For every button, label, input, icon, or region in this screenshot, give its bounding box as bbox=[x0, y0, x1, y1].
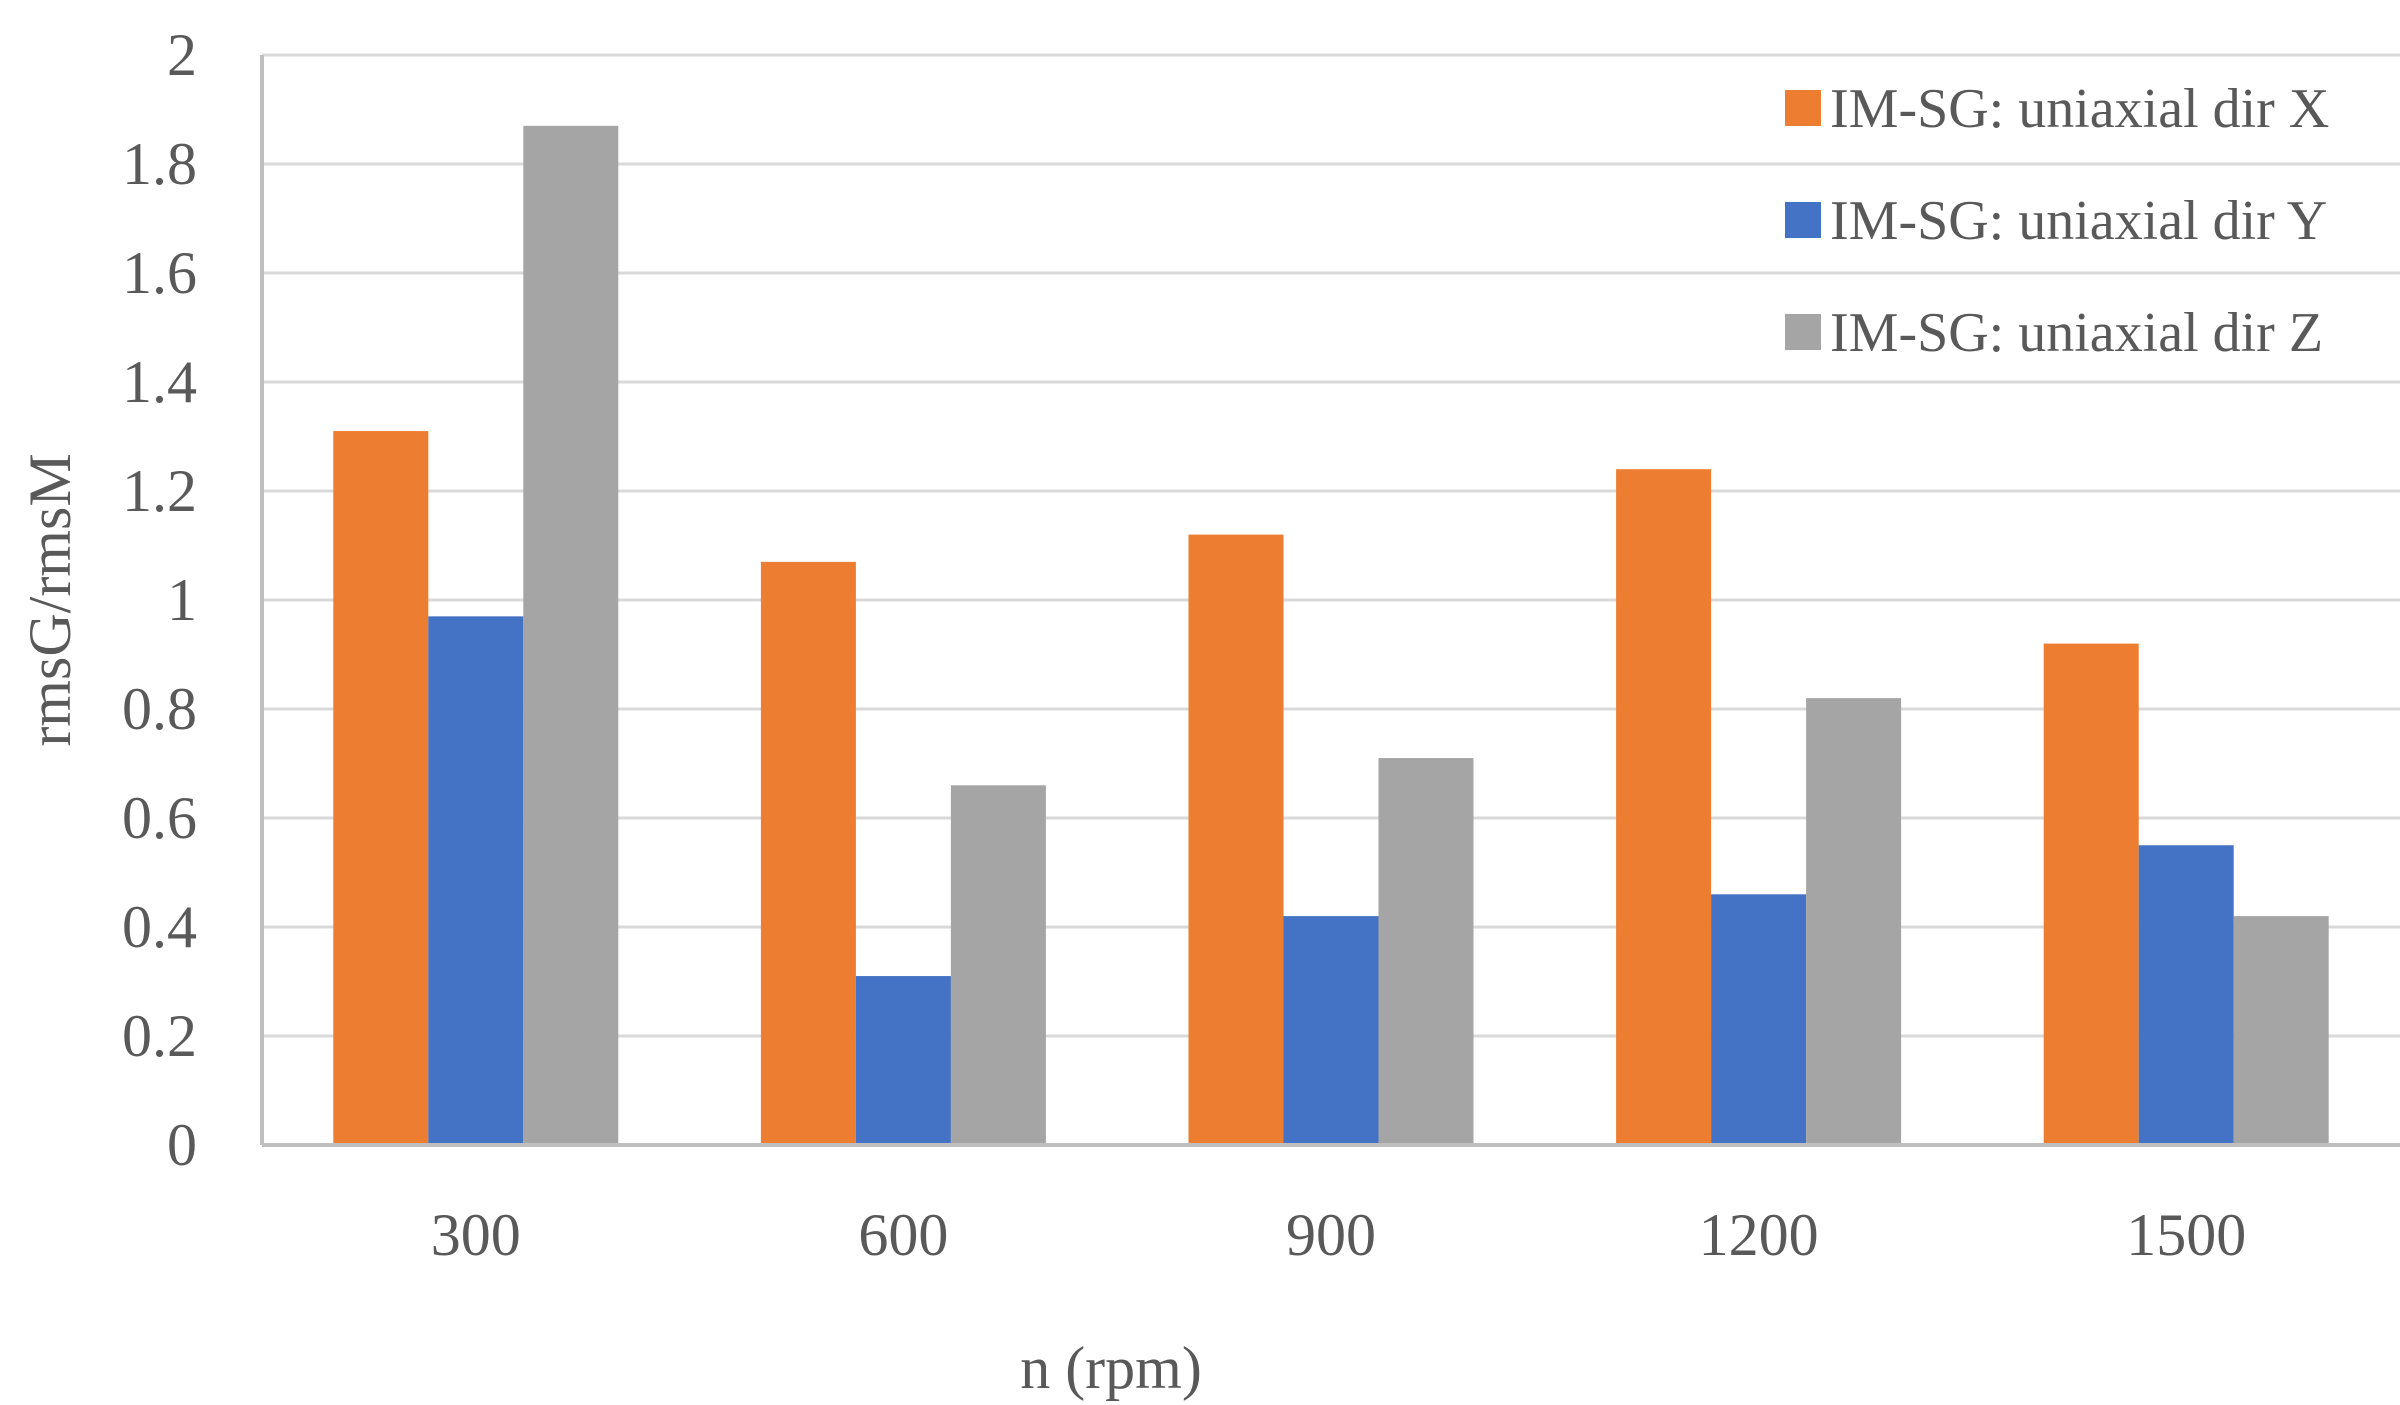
bars bbox=[333, 125, 2329, 1146]
bar-x-1200 bbox=[1616, 469, 1712, 1145]
legend-label: IM-SG: uniaxial dir X bbox=[1830, 78, 2329, 140]
x-tick-label: 300 bbox=[431, 1202, 521, 1268]
legend-label: IM-SG: uniaxial dir Y bbox=[1830, 190, 2327, 252]
bar-y-300 bbox=[428, 616, 524, 1145]
legend-swatch bbox=[1785, 202, 1821, 238]
x-tick-label: 1500 bbox=[2126, 1202, 2246, 1268]
legend: IM-SG: uniaxial dir X IM-SG: uniaxial dir… bbox=[1785, 78, 2329, 364]
legend-swatch bbox=[1785, 90, 1821, 126]
grid-lines bbox=[262, 53, 2400, 1038]
y-tick-label: 0.8 bbox=[122, 676, 197, 742]
y-tick-label: 1.2 bbox=[122, 458, 197, 524]
y-tick-label: 2 bbox=[167, 22, 197, 88]
bar-z-1200 bbox=[1806, 698, 1902, 1145]
y-tick-label: 0.2 bbox=[122, 1003, 197, 1069]
y-tick-label: 1 bbox=[167, 567, 197, 633]
bar-x-300 bbox=[333, 431, 429, 1145]
bar-x-600 bbox=[760, 561, 856, 1145]
bar-z-1500 bbox=[2233, 916, 2329, 1145]
bar-z-300 bbox=[523, 125, 619, 1146]
legend-swatch bbox=[1785, 314, 1821, 350]
x-tick-label: 600 bbox=[858, 1202, 948, 1268]
y-axis-ticks: 0 0.2 0.4 0.6 0.8 1 1.2 1.4 1.6 1.8 2 bbox=[122, 22, 197, 1178]
legend-label: IM-SG: uniaxial dir Z bbox=[1830, 302, 2323, 364]
y-tick-label: 1.8 bbox=[122, 131, 197, 197]
bar-z-900 bbox=[1378, 758, 1474, 1145]
x-axis-label: n (rpm) bbox=[1020, 1335, 1202, 1401]
bar-x-900 bbox=[1188, 534, 1284, 1145]
x-tick-label: 1200 bbox=[1699, 1202, 1819, 1268]
y-tick-label: 0.6 bbox=[122, 785, 197, 851]
bar-y-900 bbox=[1283, 916, 1379, 1145]
y-tick-label: 1.4 bbox=[122, 349, 197, 415]
bar-z-600 bbox=[950, 785, 1046, 1145]
bar-x-1500 bbox=[2043, 643, 2139, 1145]
x-axis-ticks: 300 600 900 1200 1500 bbox=[431, 1202, 2246, 1268]
y-tick-label: 0 bbox=[167, 1112, 197, 1178]
y-tick-label: 0.4 bbox=[122, 894, 197, 960]
x-tick-label: 900 bbox=[1286, 1202, 1376, 1268]
y-axis-label: rmsG/rmsM bbox=[17, 453, 83, 746]
bar-y-600 bbox=[855, 976, 951, 1145]
bar-y-1200 bbox=[1711, 894, 1807, 1145]
y-tick-label: 1.6 bbox=[122, 240, 197, 306]
bar-y-1500 bbox=[2138, 845, 2234, 1145]
